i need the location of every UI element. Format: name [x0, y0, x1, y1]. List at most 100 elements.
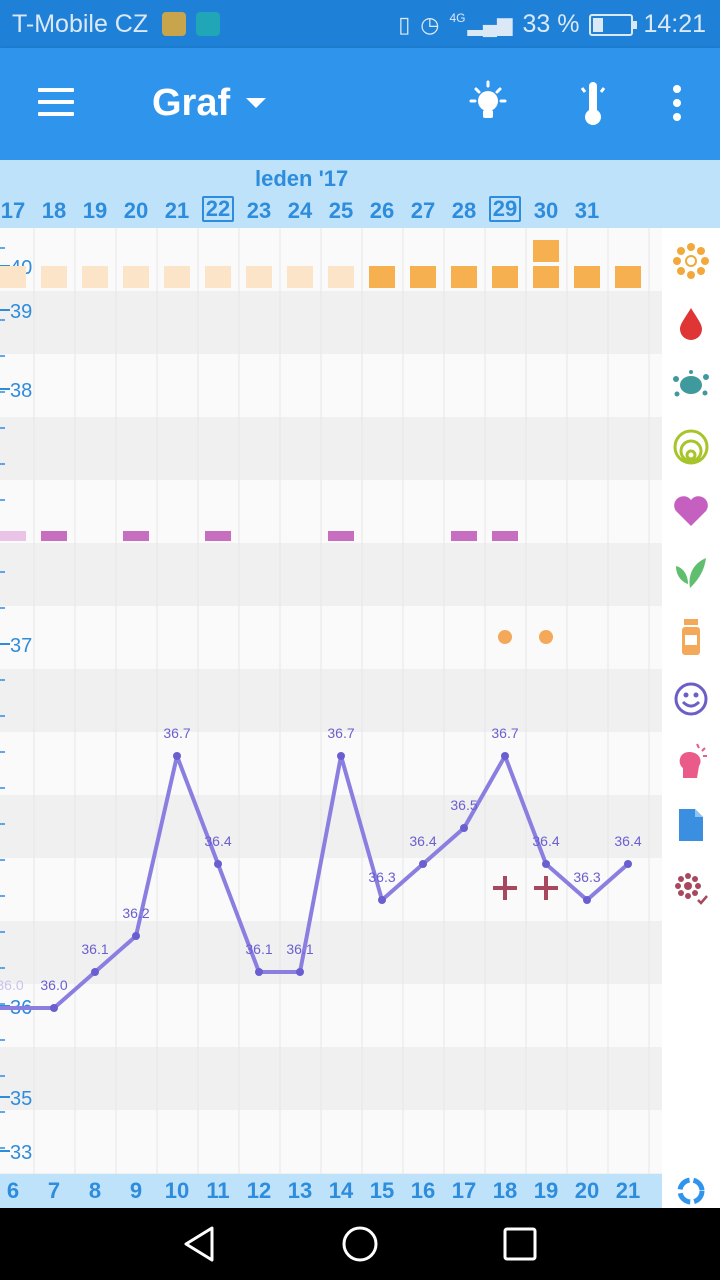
cervix-icon[interactable] — [670, 426, 712, 468]
date-day-29[interactable]: 29 — [489, 196, 521, 222]
temperature-chart[interactable]: 4039383736353336.036.036.136.236.736.436… — [0, 228, 662, 1174]
date-day-28[interactable]: 28 — [451, 198, 477, 223]
thermometer-icon[interactable] — [568, 78, 618, 128]
app-bar: Graf — [0, 48, 720, 160]
cycle-day-14: 14 — [328, 1178, 354, 1203]
temperature-line — [0, 754, 630, 1010]
period-marker-19 — [533, 266, 559, 288]
date-day-23[interactable]: 23 — [246, 198, 272, 223]
smiley-icon[interactable] — [670, 678, 712, 720]
temperature-label-6: 36.0 — [0, 977, 24, 993]
recents-icon[interactable] — [500, 1224, 540, 1264]
temperature-label-8: 36.1 — [81, 941, 108, 957]
temperature-label-13: 36.1 — [286, 941, 313, 957]
period-marker-15 — [369, 266, 395, 288]
temperature-point-18 — [501, 752, 509, 760]
cycle-day-10: 10 — [164, 1178, 190, 1203]
cycle-day-18: 18 — [492, 1178, 518, 1203]
date-day-20[interactable]: 20 — [123, 198, 149, 223]
temperature-point-11 — [214, 860, 222, 868]
cycle-day-17: 17 — [451, 1178, 477, 1203]
temperature-label-10: 36.7 — [163, 725, 190, 741]
more-vert-icon[interactable] — [652, 78, 702, 128]
temperature-point-8 — [91, 968, 99, 976]
temperature-point-15 — [378, 896, 386, 904]
period-marker-12 — [246, 266, 272, 288]
cycle-day-9: 9 — [129, 1178, 143, 1203]
period-marker-16 — [410, 266, 436, 288]
heart-marker-6 — [0, 531, 26, 541]
temperature-point-14 — [337, 752, 345, 760]
back-icon[interactable] — [180, 1224, 220, 1264]
temperature-label-21: 36.4 — [614, 833, 641, 849]
period-marker-13 — [287, 266, 313, 288]
date-day-17[interactable]: 17 — [0, 198, 26, 223]
grid-band — [0, 417, 662, 480]
page-title[interactable]: Graf — [152, 82, 231, 124]
heart-marker-14 — [328, 531, 354, 541]
date-day-27[interactable]: 27 — [410, 198, 436, 223]
cycle-day-21: 21 — [615, 1178, 641, 1203]
date-day-30[interactable]: 30 — [533, 198, 559, 223]
date-day-25[interactable]: 25 — [328, 198, 354, 223]
date-day-24[interactable]: 24 — [287, 198, 313, 223]
period-marker-14 — [328, 266, 354, 288]
vibrate-icon: ▯ — [398, 11, 411, 37]
drop-icon[interactable] — [670, 302, 712, 344]
temperature-point-10 — [173, 752, 181, 760]
splash-icon[interactable] — [670, 364, 712, 406]
heart-icon[interactable] — [670, 490, 712, 532]
sync-icon[interactable] — [662, 1174, 720, 1208]
leaf-icon[interactable] — [670, 552, 712, 594]
temperature-label-9: 36.2 — [122, 905, 149, 921]
grid-band — [0, 291, 662, 354]
cycle-day-axis: 6 7 8 9 10 11 12 13 14 15 16 17 18 19 20 21 — [0, 1174, 662, 1208]
temperature-label-7: 36.0 — [40, 977, 67, 993]
grid-band — [0, 921, 662, 984]
cycle-day-13: 13 — [287, 1178, 313, 1203]
sun-flower-icon[interactable] — [670, 240, 712, 282]
heart-marker-9 — [123, 531, 149, 541]
temperature-label-18: 36.7 — [491, 725, 518, 741]
period-marker-9 — [123, 266, 149, 288]
lightbulb-icon[interactable] — [463, 78, 513, 128]
cycle-day-6: 6 — [6, 1178, 20, 1203]
head-pain-icon[interactable] — [670, 740, 712, 782]
battery-percent: 33 % — [522, 10, 580, 38]
battery-icon — [589, 13, 638, 36]
date-day-31[interactable]: 31 — [574, 198, 600, 223]
signal-icon: ▂▄▆ — [467, 14, 513, 36]
date-day-19[interactable]: 19 — [82, 198, 108, 223]
heart-marker-11 — [205, 531, 231, 541]
home-icon[interactable] — [340, 1224, 380, 1264]
medicine-bottle-icon[interactable] — [670, 616, 712, 658]
flower-check-icon[interactable] — [670, 868, 712, 910]
cycle-day-15: 15 — [369, 1178, 395, 1203]
network-label: 4G — [449, 10, 466, 25]
shield-notification-icon — [196, 12, 220, 36]
temperature-point-12 — [255, 968, 263, 976]
note-icon[interactable] — [670, 804, 712, 846]
menu-icon[interactable] — [38, 88, 74, 116]
status-bar: T-Mobile CZ ▯ ◷ 4G ▂▄▆ 33 % 14:21 — [0, 0, 720, 48]
temperature-point-7 — [50, 1004, 58, 1012]
temperature-point-9 — [132, 932, 140, 940]
temperature-label-12: 36.1 — [245, 941, 272, 957]
temperature-point-17 — [460, 824, 468, 832]
temperature-point-13 — [296, 968, 304, 976]
cycle-day-16: 16 — [410, 1178, 436, 1203]
chart-svg: 4039383736353336.036.036.136.236.736.436… — [0, 228, 662, 1174]
heart-marker-7 — [41, 531, 67, 541]
status-right: ▯ ◷ 4G ▂▄▆ 33 % 14:21 — [398, 10, 706, 39]
cycle-day-19: 19 — [533, 1178, 559, 1203]
dropdown-caret-icon[interactable] — [246, 98, 266, 108]
grid-band — [0, 669, 662, 732]
date-day-21[interactable]: 21 — [164, 198, 190, 223]
symptom-sidebar — [662, 228, 720, 1174]
y-tick-label-37: 37 — [10, 635, 32, 657]
cycle-day-8: 8 — [88, 1178, 102, 1203]
temperature-label-19: 36.4 — [532, 833, 559, 849]
date-day-26[interactable]: 26 — [369, 198, 395, 223]
date-day-18[interactable]: 18 — [41, 198, 67, 223]
date-day-22[interactable]: 22 — [202, 196, 234, 222]
